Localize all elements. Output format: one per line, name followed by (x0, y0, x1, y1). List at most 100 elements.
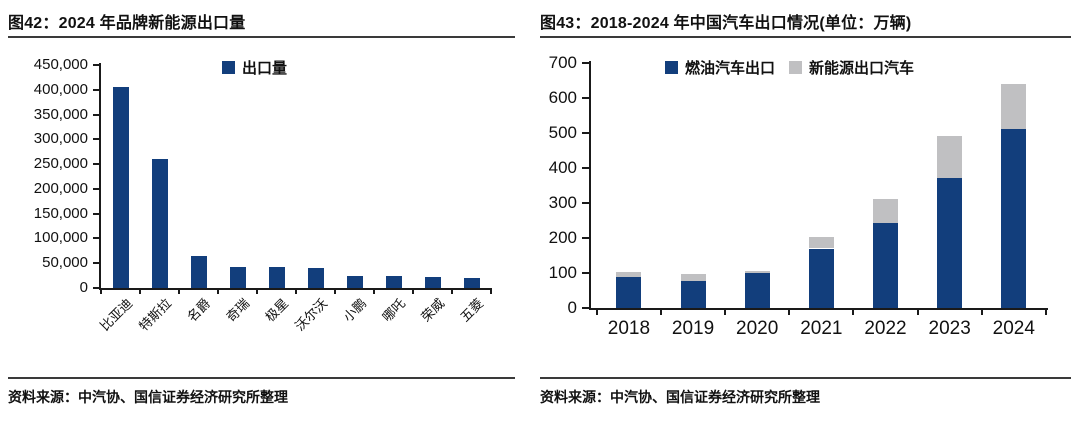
y-axis-label: 0 (79, 279, 88, 296)
bar-nev-2020 (744, 271, 770, 273)
x-axis-tick (100, 290, 103, 294)
y-axis-label: 600 (548, 88, 577, 107)
x-axis-label-2021: 2021 (800, 318, 843, 339)
export-volume-legend-label: 出口量 (242, 59, 288, 77)
x-axis-tick (724, 310, 727, 315)
figure-43-source-rule (540, 377, 1071, 379)
x-axis-label-哪吒: 哪吒 (379, 296, 409, 326)
y-axis-tick (93, 262, 99, 265)
bar-fuel-2023 (937, 178, 963, 308)
bar-沃尔沃 (307, 268, 324, 288)
x-axis-tick (178, 290, 181, 294)
x-axis-tick (373, 290, 376, 294)
x-axis-tick (659, 310, 662, 315)
x-axis-label-2020: 2020 (736, 318, 779, 339)
y-axis-label: 500 (548, 123, 577, 142)
y-axis-tick (93, 287, 99, 289)
x-axis-tick (451, 290, 454, 294)
y-axis-tick (93, 163, 99, 166)
bar-fuel-2022 (873, 222, 898, 308)
y-axis-tick (93, 64, 99, 66)
y-axis-line (99, 63, 101, 290)
bar-极星 (268, 267, 285, 288)
y-axis-tick (93, 113, 99, 116)
y-axis-tick (93, 88, 99, 91)
y-axis-tick (582, 202, 589, 204)
x-axis-tick (334, 290, 337, 294)
bar-fuel-2019 (680, 281, 706, 308)
x-axis-tick (412, 290, 415, 294)
y-axis-label: 50,000 (42, 254, 88, 272)
figure-43-title: 图43：2018-2024 年中国汽车出口情况(单位：万辆) (540, 15, 912, 32)
y-axis-label: 100,000 (33, 229, 88, 247)
bar-名爵 (190, 256, 207, 288)
x-axis-line (589, 308, 1048, 310)
x-axis-label-2018: 2018 (607, 318, 651, 339)
y-axis-label: 400,000 (33, 80, 88, 98)
y-axis-tick (582, 272, 589, 274)
bar-nev-2018 (616, 272, 642, 278)
x-axis-label-2024: 2024 (992, 318, 1035, 339)
x-axis-line (99, 288, 492, 290)
x-axis-tick (217, 290, 220, 294)
y-axis-tick (93, 212, 99, 215)
x-axis-tick (295, 290, 298, 294)
y-axis-tick (582, 97, 589, 99)
x-axis-label-2023: 2023 (928, 318, 971, 339)
export-volume-swatch (222, 61, 235, 74)
y-axis-label: 0 (567, 298, 577, 317)
figure-42-title-rule (8, 36, 515, 38)
figure-42-source-rule (8, 377, 515, 379)
y-axis-label: 450,000 (33, 56, 88, 73)
nev-swatch (789, 61, 803, 74)
x-axis-tick (788, 310, 791, 315)
x-axis-label-五菱: 五菱 (457, 296, 487, 326)
y-axis-label: 250,000 (33, 155, 88, 173)
bar-nev-2022 (873, 199, 898, 223)
bar-fuel-2021 (808, 248, 834, 308)
bar-nev-2023 (937, 136, 963, 179)
x-axis-tick (256, 290, 259, 294)
y-axis-label: 150,000 (33, 204, 88, 222)
fuel-vehicle-swatch (665, 61, 678, 74)
y-axis-label: 700 (548, 53, 577, 72)
figure-43-panel: 图43：2018-2024 年中国汽车出口情况(单位：万辆) 燃油汽车出口 新能… (540, 0, 1072, 423)
bar-nev-2021 (808, 237, 834, 249)
y-axis-tick (582, 307, 589, 309)
x-axis-label-极星: 极星 (262, 296, 292, 326)
y-axis-tick (582, 132, 589, 134)
legend-item-export-volume: 出口量 (222, 57, 287, 78)
x-axis-label-比亚迪: 比亚迪 (97, 296, 136, 335)
figure-42-panel: 图42：2024 年品牌新能源出口量 出口量 450,000 400,000 350… (8, 0, 528, 423)
legend-item-fuel-vehicle-export: 燃油汽车出口 (665, 57, 775, 78)
bar-比亚迪 (112, 87, 129, 288)
figure-43-chart: 燃油汽车出口 新能源出口汽车 700 600 500 400 300 200 100 0 201… (540, 40, 1072, 370)
x-axis-label-奇瑞: 奇瑞 (223, 296, 253, 326)
x-axis-label-2022: 2022 (864, 318, 907, 339)
figure-42-legend: 出口量 (222, 57, 287, 78)
y-axis-tick (582, 237, 589, 239)
x-axis-label-沃尔沃: 沃尔沃 (292, 296, 331, 335)
x-axis-label-名爵: 名爵 (184, 296, 214, 326)
bar-nev-2024 (1001, 84, 1027, 129)
bar-fuel-2020 (744, 273, 770, 308)
x-axis-tick (852, 310, 855, 315)
x-axis-label-特斯拉: 特斯拉 (136, 296, 175, 335)
x-axis-tick (1044, 310, 1047, 315)
nev-legend-label: 新能源出口汽车 (809, 59, 915, 77)
bar-小鹏 (346, 276, 363, 288)
x-axis-tick (980, 310, 983, 315)
y-axis-label: 200,000 (33, 179, 88, 197)
y-axis-tick (582, 62, 589, 64)
bar-nev-2019 (680, 273, 706, 282)
x-axis-label-荣威: 荣威 (418, 296, 448, 326)
bar-哪吒 (385, 276, 402, 288)
y-axis-tick (93, 237, 99, 240)
figure-42-source: 资料来源：中汽协、国信证券经济研究所整理 (8, 389, 288, 405)
y-axis-tick (93, 187, 99, 190)
y-axis-label: 100 (548, 263, 577, 282)
x-axis-tick (490, 290, 493, 294)
x-axis-label-2019: 2019 (671, 318, 715, 339)
fuel-vehicle-legend-label: 燃油汽车出口 (685, 59, 776, 77)
